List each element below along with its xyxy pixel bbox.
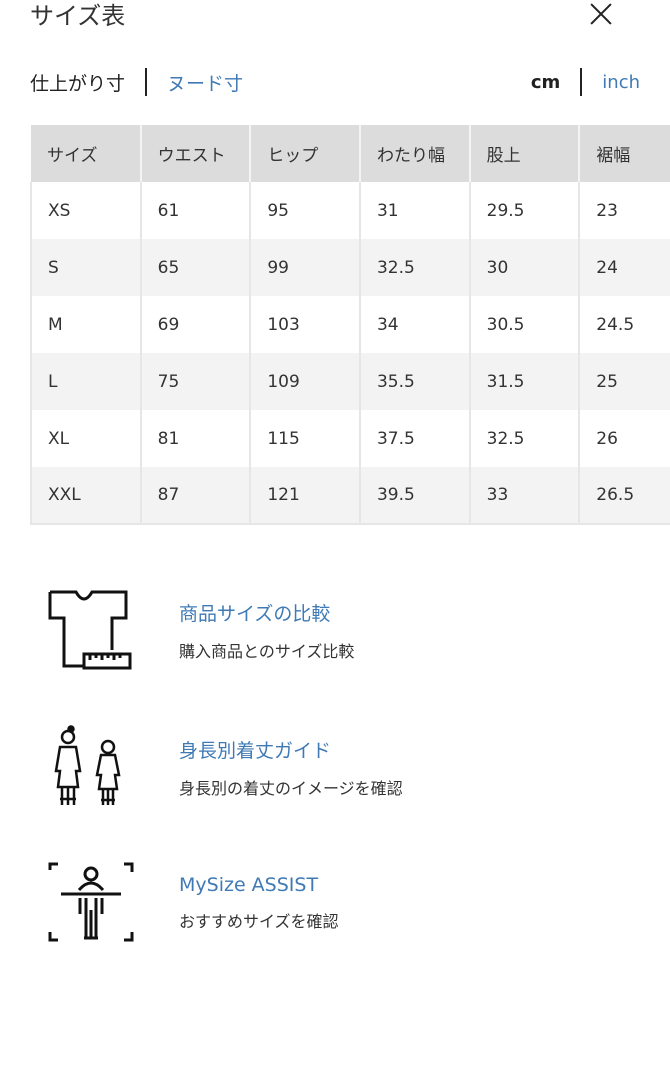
table-cell: 121 [250, 467, 361, 525]
table-cell: 103 [250, 296, 361, 353]
table-cell: 61 [140, 182, 252, 239]
table-cell: 75 [140, 353, 252, 410]
link-subtitle: 購入商品とのサイズ比較 [179, 642, 355, 661]
table-cell: 24 [579, 239, 670, 296]
page-title: サイズ表 [30, 2, 126, 30]
link-title: 身長別着丈ガイド [179, 740, 332, 762]
column-header: ヒップ [250, 125, 361, 182]
table-cell: S [30, 239, 142, 296]
table-cell: 25 [579, 353, 670, 410]
link-subtitle: 身長別の着丈のイメージを確認 [179, 779, 403, 798]
table-cell: 95 [250, 182, 361, 239]
table-cell: M [30, 296, 142, 353]
column-header: わたり幅 [359, 125, 471, 182]
table-cell: 24.5 [579, 296, 670, 353]
table-cell: 99 [250, 239, 361, 296]
table-cell: 32.5 [359, 239, 471, 296]
table-cell: 34 [359, 296, 471, 353]
table-cell: 81 [140, 410, 252, 467]
link-subtitle: おすすめサイズを確認 [179, 911, 339, 931]
table-cell: 39.5 [359, 467, 471, 525]
column-header: 股上 [469, 125, 581, 182]
nude-size-tab[interactable]: ヌード寸 [167, 72, 244, 95]
table-cell: 115 [250, 410, 361, 467]
finished-size-tab[interactable]: 仕上がり寸 [30, 72, 126, 95]
table-cell: 33 [469, 467, 581, 525]
table-row: L 75 109 35.5 31.5 25 [30, 353, 670, 410]
table-cell: XS [30, 182, 142, 239]
table-header-row: サイズ ウエスト ヒップ わたり幅 股上 裾幅 [31, 125, 670, 182]
link-mysize-assist[interactable]: MySize ASSIST おすすめサイズを確認 [46, 860, 339, 945]
table-row: XS 61 95 31 29.5 23 [30, 182, 670, 239]
table-cell: 65 [140, 239, 252, 296]
table-cell: 26.5 [579, 467, 670, 525]
table-cell: XL [30, 410, 142, 467]
table-row: XXL 87 121 39.5 33 26.5 [30, 467, 670, 525]
column-header: ウエスト [140, 125, 252, 182]
table-row: XL 81 115 37.5 32.5 26 [30, 410, 670, 467]
table-cell: 32.5 [469, 410, 581, 467]
table-cell: L [30, 353, 142, 410]
table-cell: 30 [469, 239, 581, 296]
table-cell: 35.5 [359, 353, 471, 410]
link-height-length-guide[interactable]: 身長別着丈ガイド 身長別の着丈のイメージを確認 [46, 725, 403, 810]
table-cell: 31.5 [469, 353, 581, 410]
divider [145, 68, 148, 96]
body-scan-icon [48, 862, 134, 942]
column-header: 裾幅 [579, 125, 670, 182]
link-title: MySize ASSIST [179, 873, 319, 896]
table-row: S 65 99 32.5 30 24 [30, 239, 670, 296]
table-cell: 29.5 [469, 182, 581, 239]
table-cell: 30.5 [469, 296, 581, 353]
size-table: サイズ ウエスト ヒップ わたり幅 股上 裾幅 XS 61 95 31 29.5 23 S 65 99 32… [30, 125, 670, 525]
close-icon[interactable] [588, 0, 614, 26]
unit-toggle: cm inch [531, 68, 640, 96]
measure-toggle: 仕上がり寸 ヌード寸 [30, 68, 243, 96]
link-product-size-compare[interactable]: 商品サイズの比較 購入商品とのサイズ比較 [46, 588, 354, 673]
table-cell: XXL [30, 467, 142, 525]
table-cell: 37.5 [359, 410, 471, 467]
people-height-icon [54, 725, 121, 805]
unit-inch[interactable]: inch [602, 71, 640, 93]
column-header: サイズ [31, 125, 142, 182]
table-cell: 23 [579, 182, 670, 239]
unit-cm[interactable]: cm [530, 71, 561, 93]
table-cell: 26 [579, 410, 670, 467]
table-cell: 109 [250, 353, 361, 410]
table-cell: 87 [140, 467, 252, 525]
table-cell: 31 [359, 182, 471, 239]
tshirt-ruler-icon [48, 590, 132, 670]
table-row: M 69 103 34 30.5 24.5 [30, 296, 670, 353]
table-cell: 69 [140, 296, 252, 353]
link-title: 商品サイズの比較 [179, 603, 331, 625]
divider [580, 68, 583, 96]
